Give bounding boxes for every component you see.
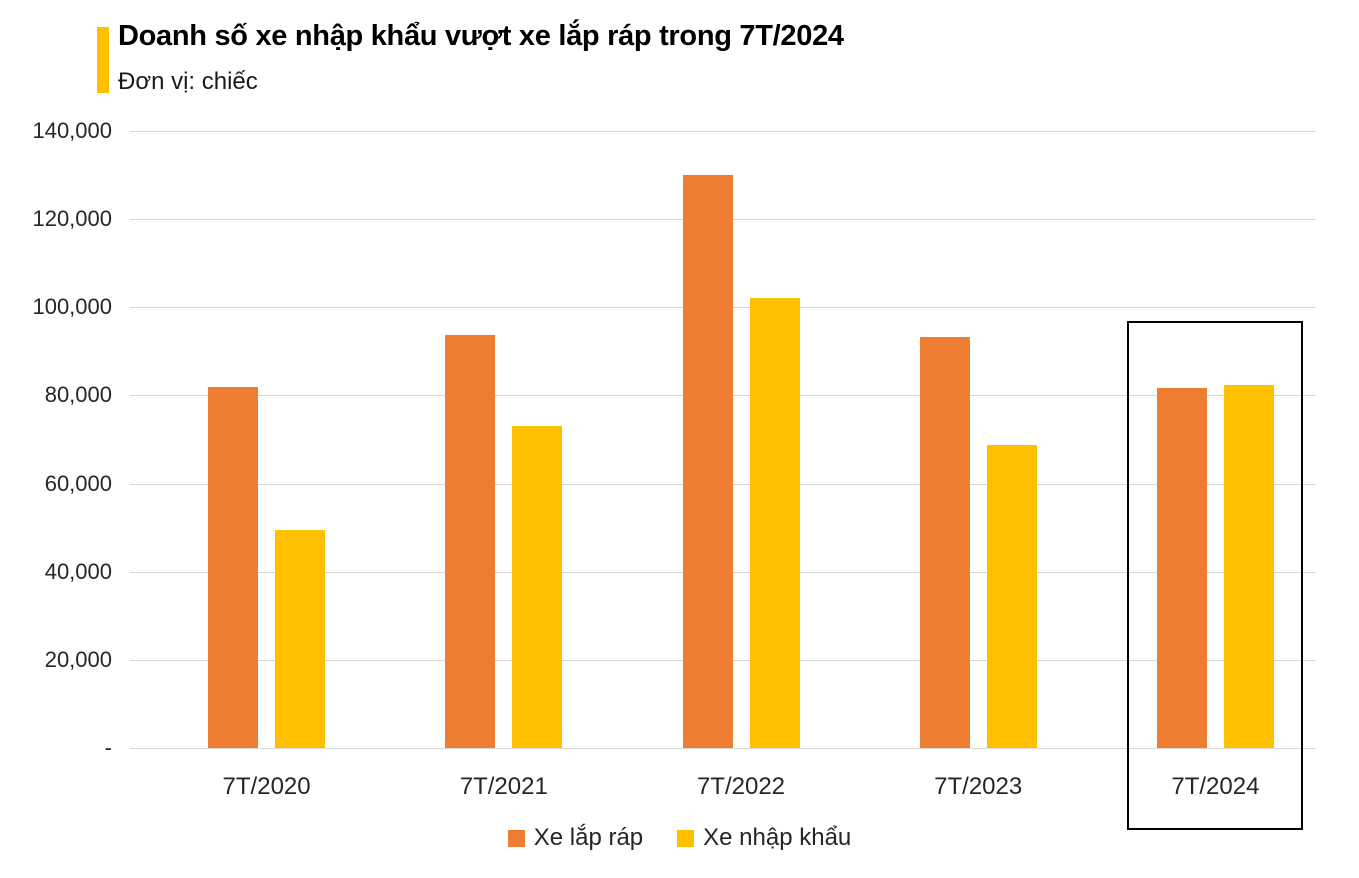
y-axis-tick-label: 120,000 xyxy=(32,206,112,232)
chart-legend: Xe lắp ráp Xe nhập khẩu xyxy=(0,824,1359,852)
x-axis-category-label: 7T/2021 xyxy=(459,773,548,800)
legend-item: Xe nhập khẩu xyxy=(677,824,851,852)
y-axis-tick-label: 40,000 xyxy=(44,558,112,584)
bar-xe-nhap-khau-7T/2021 xyxy=(512,426,563,748)
bar-xe-nhap-khau-7T/2024 xyxy=(1223,385,1274,748)
legend-label: Xe nhập khẩu xyxy=(703,824,852,851)
y-axis-tick-label: 20,000 xyxy=(44,646,112,672)
y-axis-tick-label: 80,000 xyxy=(44,382,112,408)
x-axis-category-label: 7T/2022 xyxy=(696,773,786,800)
legend-swatch-xe-nhap-khau xyxy=(677,829,695,847)
y-axis-tick-label: - xyxy=(104,735,112,760)
legend-swatch-xe-lap-rap xyxy=(507,829,525,847)
legend-label: Xe lắp ráp xyxy=(533,824,644,851)
bar-xe-lap-rap-7T/2021 xyxy=(445,335,496,748)
unit-label: Đơn vị: chiếc xyxy=(118,68,258,95)
bar-xe-nhap-khau-7T/2022 xyxy=(749,298,800,748)
bar-xe-lap-rap-7T/2024 xyxy=(1156,387,1207,748)
title-accent-bar xyxy=(97,27,109,93)
bar-xe-nhap-khau-7T/2023 xyxy=(986,444,1037,748)
y-axis-tick-label: 140,000 xyxy=(32,118,112,143)
bar-xe-lap-rap-7T/2023 xyxy=(919,336,970,748)
legend-item: Xe lắp ráp xyxy=(507,824,644,852)
bar-xe-lap-rap-7T/2020 xyxy=(208,386,259,748)
gridline xyxy=(130,748,1316,749)
x-axis-category-label: 7T/2020 xyxy=(222,773,311,800)
y-axis-tick-label: 60,000 xyxy=(44,470,112,496)
y-axis-tick-label: 100,000 xyxy=(32,294,112,320)
gridline xyxy=(130,131,1316,132)
x-axis-category-label: 7T/2023 xyxy=(934,773,1023,800)
page-title: Doanh số xe nhập khẩu vượt xe lắp ráp tr… xyxy=(118,20,844,52)
x-axis-category-label: 7T/2024 xyxy=(1171,773,1260,800)
bar-xe-nhap-khau-7T/2020 xyxy=(275,529,326,748)
bar-xe-lap-rap-7T/2022 xyxy=(682,175,733,748)
highlight-box xyxy=(1126,320,1303,830)
